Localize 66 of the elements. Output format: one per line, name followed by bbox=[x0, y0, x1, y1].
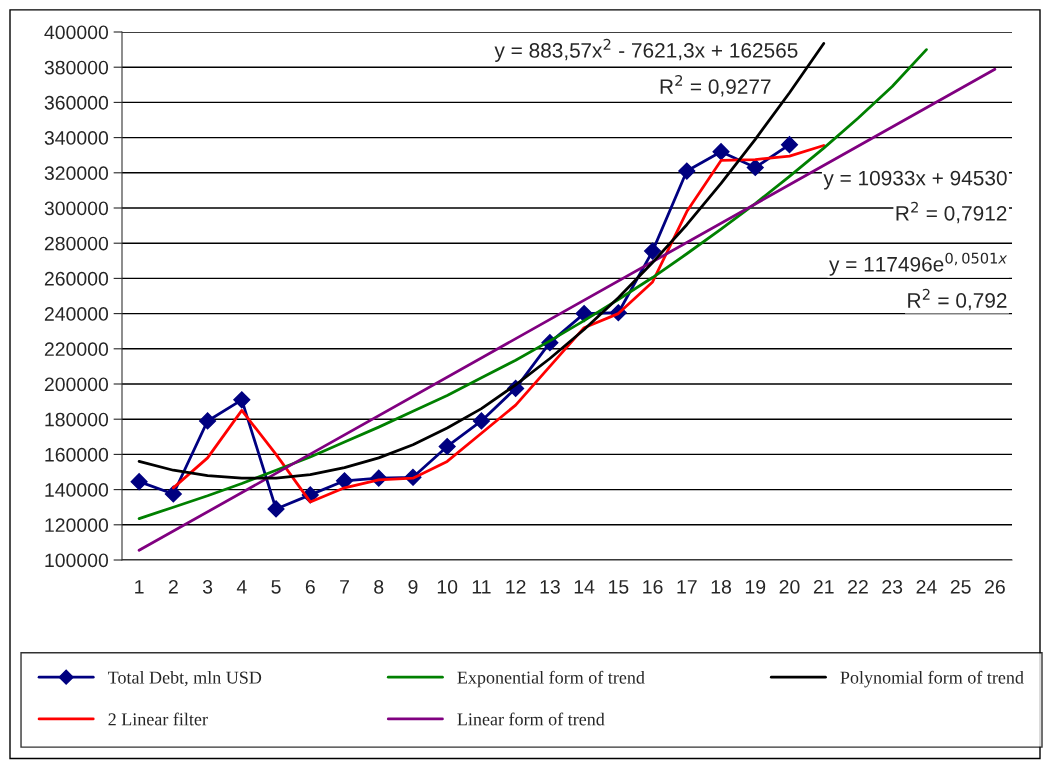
x-tick-label: 10 bbox=[437, 579, 458, 594]
annotation: R$^{2}$ = 0,792 bbox=[908, 288, 1007, 311]
annotation: R$^{2}$ = 0,9277 bbox=[660, 74, 771, 97]
legend-label: 2 Linear filter bbox=[108, 712, 208, 726]
legend-label: Exponential form of trend bbox=[457, 670, 645, 688]
y-tick-label: 380000 bbox=[44, 60, 109, 75]
y-tick-label: 360000 bbox=[44, 95, 109, 110]
x-tick-label: 20 bbox=[779, 579, 800, 594]
x-tick-label: 7 bbox=[340, 580, 349, 594]
point bbox=[199, 412, 217, 430]
x-tick-label: 11 bbox=[472, 580, 491, 594]
point bbox=[472, 412, 490, 430]
y-tick-label: 180000 bbox=[45, 412, 109, 427]
x-tick-label: 25 bbox=[950, 579, 971, 594]
point bbox=[678, 162, 696, 180]
legend-label: Polynomial form of trend bbox=[840, 670, 1024, 688]
x-tick-label: 21 bbox=[813, 579, 834, 594]
point bbox=[335, 472, 354, 490]
x-tick-label: 12 bbox=[506, 579, 526, 594]
y-tick-label: 240000 bbox=[44, 307, 109, 321]
y-tick-label: 100000 bbox=[45, 553, 109, 568]
x-tick-label: 15 bbox=[609, 580, 629, 594]
x-tick-label: 13 bbox=[540, 579, 560, 594]
annotation: R$^{2}$ = 0,7912 bbox=[896, 201, 1007, 224]
x-tick-label: 1 bbox=[135, 580, 144, 594]
y-tick-label: 200000 bbox=[44, 377, 109, 392]
x-tick-label: 5 bbox=[271, 580, 281, 594]
x-tick-label: 18 bbox=[711, 579, 732, 594]
legend-label: Total Debt, mln USD bbox=[108, 670, 262, 687]
y-tick-label: 140000 bbox=[45, 483, 109, 497]
y-tick-label: 400000 bbox=[44, 25, 109, 40]
point bbox=[644, 242, 662, 260]
point bbox=[780, 136, 799, 154]
x-tick-label: 17 bbox=[677, 580, 697, 594]
legend-label: Linear form of trend bbox=[457, 712, 605, 726]
annotation: y = 10933x + 94530 bbox=[823, 170, 1007, 190]
y-tick-label: 300000 bbox=[44, 201, 109, 216]
x-tick-label: 9 bbox=[408, 579, 418, 594]
y-tick-label: 260000 bbox=[44, 271, 109, 286]
y-tick-label: 120000 bbox=[45, 518, 109, 533]
x-tick-label: 8 bbox=[374, 579, 384, 594]
x-tick-label: 6 bbox=[305, 579, 315, 594]
point bbox=[712, 143, 730, 161]
x-tick-label: 2 bbox=[168, 579, 178, 594]
x-tick-label: 26 bbox=[985, 579, 1005, 594]
point bbox=[438, 437, 456, 456]
point bbox=[130, 473, 148, 491]
y-tick-label: 320000 bbox=[44, 166, 109, 181]
y-tick-label: 160000 bbox=[45, 447, 109, 462]
x-tick-label: 19 bbox=[745, 579, 766, 594]
y-tick-label: 280000 bbox=[44, 236, 109, 251]
x-tick-label: 4 bbox=[236, 580, 247, 594]
point bbox=[164, 485, 182, 503]
x-tick-label: 16 bbox=[643, 579, 663, 594]
x-tick-label: 24 bbox=[916, 579, 937, 594]
x-tick-label: 14 bbox=[574, 580, 595, 594]
x-tick-label: 23 bbox=[882, 579, 903, 594]
y-tick-label: 340000 bbox=[44, 131, 109, 145]
point bbox=[746, 158, 764, 177]
point bbox=[233, 391, 251, 409]
point bbox=[267, 500, 285, 518]
y-tick-label: 220000 bbox=[44, 342, 109, 357]
annotation: y = 883,57x$^{2}$ - 7621,3x + 162565 bbox=[494, 38, 798, 62]
annotation: y = 117496e$^{0,0501x}$ bbox=[829, 252, 1008, 276]
x-tick-label: 22 bbox=[848, 579, 868, 594]
x-tick-label: 3 bbox=[202, 579, 213, 594]
